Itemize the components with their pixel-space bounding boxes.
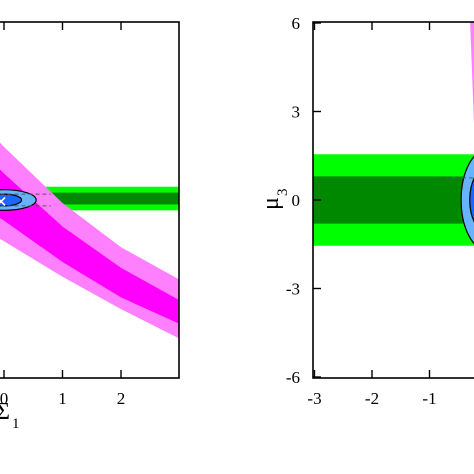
right-y-tick-label-4: 6	[292, 14, 301, 33]
right-band-1	[313, 176, 474, 224]
right-x-tick-label-2: -1	[422, 389, 436, 408]
left-x-axis-label: Σ 1	[0, 399, 20, 432]
left-x-tick-label-2: 2	[117, 389, 126, 408]
left-band-1	[0, 192, 179, 205]
left-x-axis-subscript: 1	[12, 416, 20, 432]
right-y-axis-symbol: μ	[258, 197, 284, 210]
right-x-tick-label-1: -2	[365, 389, 379, 408]
left-curved-bands	[0, 142, 179, 339]
left-x-axis-symbol: Σ	[0, 399, 10, 425]
right-y-tick-label-1: -3	[286, 280, 300, 299]
left-x-tick-label-0: 0	[0, 389, 8, 408]
right-x-tick-label-0: -3	[307, 389, 321, 408]
right-curved-bands	[470, 22, 474, 124]
right-y-tick-label-2: 0	[292, 191, 301, 210]
right-horizontal-bands	[313, 154, 474, 246]
right-y-axis-label: μ 3	[258, 189, 291, 211]
left-confidence-contours	[0, 189, 37, 211]
left-curved-band-1	[0, 169, 179, 324]
right-y-axis-subscript: 3	[275, 189, 291, 197]
left-best-fit-x-mark	[0, 196, 6, 207]
left-x-tick-label-1: 1	[58, 389, 67, 408]
left-best-fit-marker	[0, 196, 6, 207]
left-plot-frame	[0, 21, 180, 379]
right-y-tick-label-3: 3	[292, 103, 301, 122]
right-y-tick-label-0: -6	[286, 368, 300, 387]
right-y-ticks: -6 -3 0 3 6	[286, 14, 321, 387]
left-x-ticks: 0 1 2	[0, 22, 125, 408]
right-contour-inner	[469, 177, 474, 223]
right-curved-band-0	[470, 22, 474, 124]
